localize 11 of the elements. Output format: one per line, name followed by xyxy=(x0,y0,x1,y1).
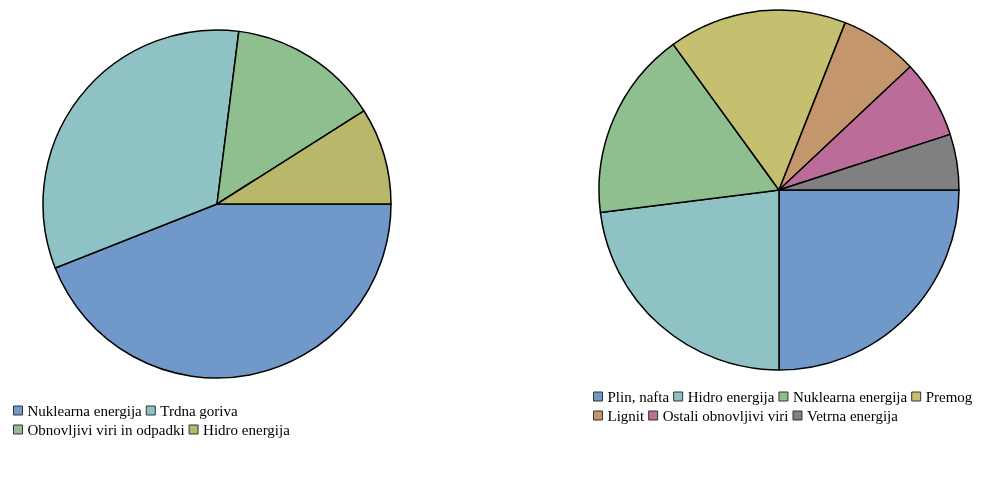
legend-label: Premog xyxy=(925,388,973,405)
legend-label: Lignit xyxy=(607,407,645,424)
legend-label: Ostali obnovljivi viri xyxy=(662,407,789,424)
legend-label: Vetrna energija xyxy=(807,407,899,424)
legend-label: Plin, nafta xyxy=(607,388,670,405)
legend-label: Nuklearna energija xyxy=(792,388,908,405)
legend-label: Obnovljivi viri in odpadki xyxy=(27,421,185,438)
legend-label: Nuklearna energija xyxy=(27,402,143,419)
legend-label: Trdna goriva xyxy=(160,402,238,419)
legend-label: Hidro energija xyxy=(203,421,291,438)
legend-label: Hidro energija xyxy=(687,388,775,405)
